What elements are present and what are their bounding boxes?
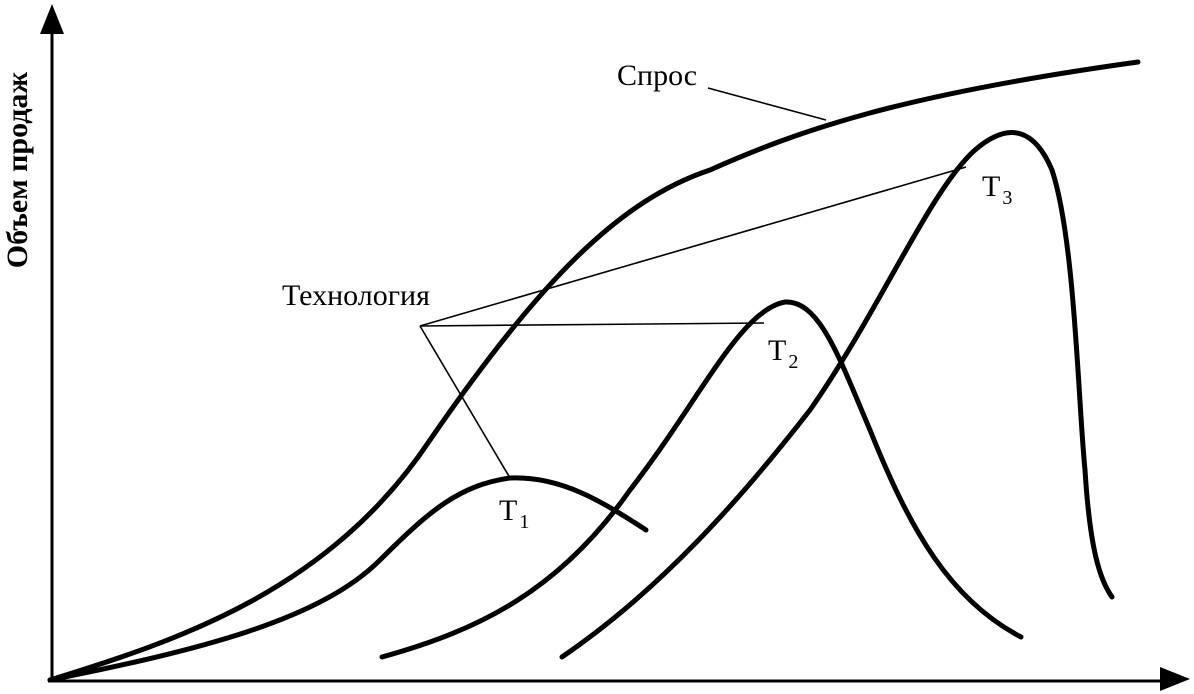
y-axis-arrow (40, 4, 64, 34)
demand-leader-line (707, 87, 827, 121)
y-axis-label: Объем продаж (1, 72, 34, 269)
technology-leader-t3 (419, 166, 967, 327)
technology-curve-1 (47, 475, 649, 683)
x-axis-arrow (1160, 667, 1190, 691)
technology-leader-t1 (419, 325, 511, 479)
demand-label: Спрос (617, 59, 697, 92)
technology-label: Технология (282, 279, 430, 312)
demand-curve (47, 59, 1141, 683)
technology-curve-3 (559, 130, 1115, 660)
technology-leader-t2 (419, 322, 765, 327)
technology-curve-2 (379, 299, 1024, 660)
